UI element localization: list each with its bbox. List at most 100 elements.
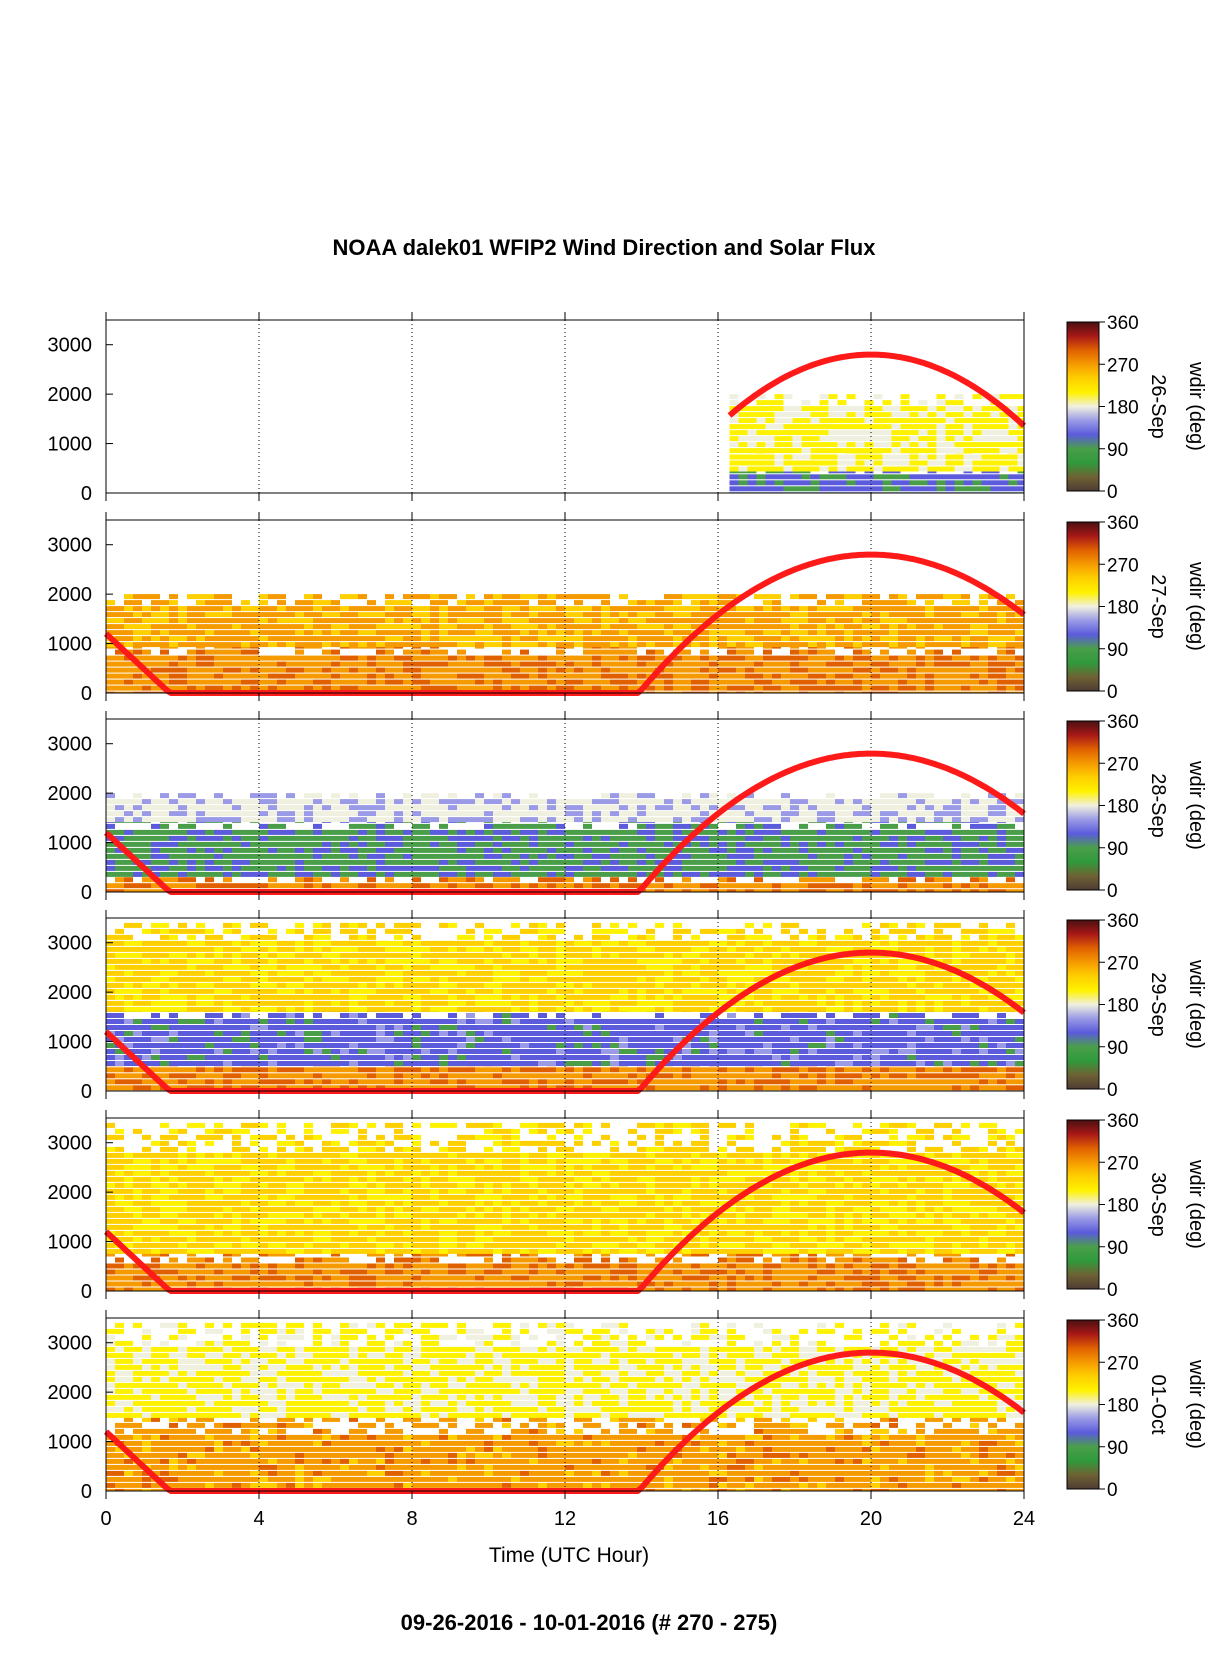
heatmap-cell bbox=[160, 1031, 169, 1036]
heatmap-cell bbox=[457, 854, 466, 859]
heatmap-cell bbox=[691, 692, 700, 697]
heatmap-cell bbox=[430, 656, 439, 661]
heatmap-cell bbox=[772, 600, 781, 605]
heatmap-cell bbox=[196, 811, 205, 816]
heatmap-cell bbox=[394, 941, 403, 946]
heatmap-cell bbox=[313, 1007, 322, 1012]
heatmap-cell bbox=[268, 624, 277, 629]
heatmap-cell bbox=[367, 1043, 376, 1048]
heatmap-cell bbox=[673, 680, 682, 685]
heatmap-cell bbox=[592, 805, 601, 810]
heatmap-cell bbox=[835, 817, 844, 822]
heatmap-cell bbox=[925, 866, 934, 871]
heatmap-cell bbox=[178, 842, 187, 847]
heatmap-cell bbox=[898, 662, 907, 667]
heatmap-cell bbox=[520, 668, 529, 673]
heatmap-cell bbox=[304, 860, 313, 865]
heatmap-cell bbox=[394, 830, 403, 835]
heatmap-cell bbox=[847, 394, 856, 399]
heatmap-cell bbox=[151, 983, 160, 988]
heatmap-cell bbox=[808, 642, 817, 647]
heatmap-cell bbox=[961, 680, 970, 685]
heatmap-cell bbox=[457, 662, 466, 667]
heatmap-cell bbox=[1006, 692, 1015, 697]
heatmap-cell bbox=[232, 805, 241, 810]
heatmap-cell bbox=[745, 817, 754, 822]
heatmap-cell bbox=[646, 630, 655, 635]
heatmap-cell bbox=[838, 430, 847, 435]
heatmap-cell bbox=[223, 824, 232, 829]
heatmap-cell bbox=[241, 959, 250, 964]
heatmap-cell bbox=[952, 805, 961, 810]
heatmap-cell bbox=[538, 883, 547, 888]
heatmap-cell bbox=[439, 630, 448, 635]
heatmap-cell bbox=[358, 642, 367, 647]
heatmap-cell bbox=[340, 618, 349, 623]
heatmap-cell bbox=[1006, 612, 1015, 617]
heatmap-cell bbox=[673, 662, 682, 667]
heatmap-cell bbox=[736, 860, 745, 865]
heatmap-cell bbox=[637, 860, 646, 865]
heatmap-cell bbox=[241, 662, 250, 667]
heatmap-cell bbox=[133, 624, 142, 629]
heatmap-cell bbox=[610, 662, 619, 667]
heatmap-cell bbox=[223, 624, 232, 629]
heatmap-cell bbox=[160, 1007, 169, 1012]
heatmap-cell bbox=[322, 1031, 331, 1036]
heatmap-cell bbox=[916, 668, 925, 673]
heatmap-cell bbox=[901, 412, 910, 417]
heatmap-cell bbox=[178, 636, 187, 641]
heatmap-cell bbox=[115, 1031, 124, 1036]
heatmap-cell bbox=[853, 674, 862, 679]
heatmap-cell bbox=[313, 872, 322, 877]
heatmap-cell bbox=[547, 842, 556, 847]
heatmap-cell bbox=[592, 799, 601, 804]
heatmap-cell bbox=[574, 656, 583, 661]
heatmap-cell bbox=[142, 630, 151, 635]
heatmap-cell bbox=[601, 811, 610, 816]
heatmap-cell bbox=[322, 1061, 331, 1066]
heatmap-cell bbox=[277, 977, 286, 982]
heatmap-cell bbox=[331, 995, 340, 1000]
heatmap-cell bbox=[871, 866, 880, 871]
heatmap-cell bbox=[412, 680, 421, 685]
heatmap-cell bbox=[115, 883, 124, 888]
heatmap-cell bbox=[637, 668, 646, 673]
heatmap-cell bbox=[196, 1007, 205, 1012]
heatmap-cell bbox=[115, 983, 124, 988]
heatmap-cell bbox=[592, 674, 601, 679]
heatmap-cell bbox=[331, 854, 340, 859]
heatmap-cell bbox=[871, 594, 880, 599]
heatmap-cell bbox=[268, 805, 277, 810]
heatmap-cell bbox=[421, 793, 430, 798]
heatmap-cell bbox=[205, 630, 214, 635]
heatmap-cell bbox=[502, 674, 511, 679]
heatmap-cell bbox=[565, 842, 574, 847]
heatmap-cell bbox=[853, 830, 862, 835]
heatmap-cell bbox=[313, 929, 322, 934]
heatmap-cell bbox=[937, 442, 946, 447]
heatmap-cell bbox=[664, 668, 673, 673]
heatmap-cell bbox=[808, 805, 817, 810]
heatmap-cell bbox=[844, 866, 853, 871]
heatmap-cell bbox=[865, 424, 874, 429]
heatmap-cell bbox=[601, 630, 610, 635]
heatmap-cell bbox=[214, 1055, 223, 1060]
heatmap-cell bbox=[313, 995, 322, 1000]
heatmap-cell bbox=[811, 412, 820, 417]
heatmap-cell bbox=[124, 624, 133, 629]
heatmap-cell bbox=[178, 872, 187, 877]
heatmap-cell bbox=[178, 624, 187, 629]
heatmap-cell bbox=[277, 594, 286, 599]
heatmap-cell bbox=[808, 877, 817, 882]
heatmap-cell bbox=[187, 1055, 196, 1060]
heatmap-cell bbox=[439, 866, 448, 871]
heatmap-cell bbox=[151, 817, 160, 822]
heatmap-cell bbox=[394, 872, 403, 877]
heatmap-cell bbox=[835, 600, 844, 605]
heatmap-cell bbox=[295, 1019, 304, 1024]
heatmap-cell bbox=[313, 1043, 322, 1048]
heatmap-cell bbox=[991, 442, 1000, 447]
heatmap-cell bbox=[502, 686, 511, 691]
heatmap-cell bbox=[583, 686, 592, 691]
